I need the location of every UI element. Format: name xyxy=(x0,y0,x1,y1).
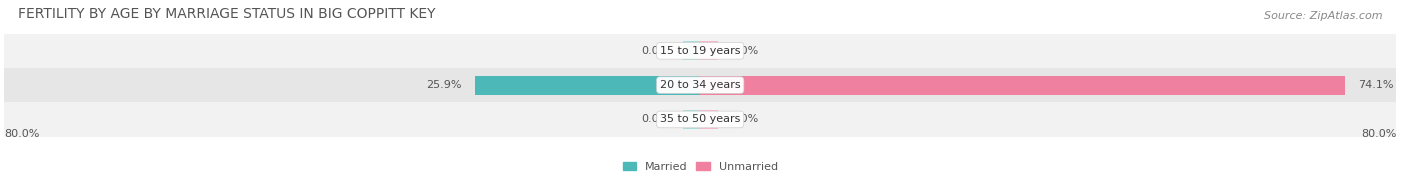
Text: Source: ZipAtlas.com: Source: ZipAtlas.com xyxy=(1264,11,1382,21)
Bar xyxy=(683,110,700,129)
Text: 0.0%: 0.0% xyxy=(731,114,759,124)
Bar xyxy=(700,41,717,60)
Text: 0.0%: 0.0% xyxy=(731,46,759,56)
Bar xyxy=(4,34,1396,68)
Text: 0.0%: 0.0% xyxy=(641,114,669,124)
Text: 25.9%: 25.9% xyxy=(426,80,461,90)
Legend: Married, Unmarried: Married, Unmarried xyxy=(619,157,782,176)
Text: 80.0%: 80.0% xyxy=(4,129,39,139)
Text: 80.0%: 80.0% xyxy=(1361,129,1396,139)
Bar xyxy=(475,76,700,95)
Bar xyxy=(700,110,717,129)
Text: 15 to 19 years: 15 to 19 years xyxy=(659,46,741,56)
Bar xyxy=(4,102,1396,137)
Text: 74.1%: 74.1% xyxy=(1358,80,1393,90)
Bar xyxy=(4,68,1396,102)
Text: 0.0%: 0.0% xyxy=(641,46,669,56)
Text: 35 to 50 years: 35 to 50 years xyxy=(659,114,741,124)
Text: 20 to 34 years: 20 to 34 years xyxy=(659,80,741,90)
Bar xyxy=(683,41,700,60)
Text: FERTILITY BY AGE BY MARRIAGE STATUS IN BIG COPPITT KEY: FERTILITY BY AGE BY MARRIAGE STATUS IN B… xyxy=(18,7,436,21)
Bar xyxy=(700,76,1346,95)
